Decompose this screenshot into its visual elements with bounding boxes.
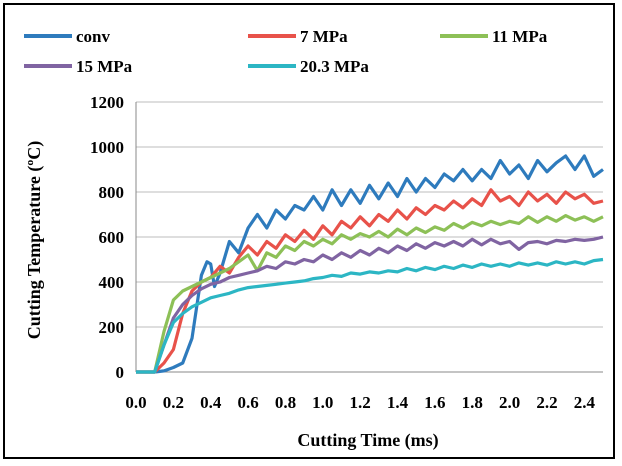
grid-lines — [136, 101, 603, 328]
series-line-7-mpa — [136, 188, 604, 374]
legend-label-15-mpa: 15 MPa — [76, 57, 133, 76]
x-tick-0.8: 0.8 — [275, 393, 296, 412]
axes — [135, 102, 603, 373]
y-tick-1200: 1200 — [90, 93, 124, 112]
x-tick-1.0: 1.0 — [312, 393, 333, 412]
x-tick-1.8: 1.8 — [462, 393, 483, 412]
x-tick-labels: 0.0 0.2 0.4 0.6 0.8 1.0 1.2 1.4 1.6 1.8 2.0 2.2 2.4 — [125, 393, 595, 412]
x-tick-2.0: 2.0 — [499, 393, 520, 412]
series-line-15-mpa — [136, 235, 604, 374]
y-tick-1000: 1000 — [90, 138, 124, 157]
y-tick-600: 600 — [99, 228, 125, 247]
x-tick-2.4: 2.4 — [574, 393, 596, 412]
x-tick-0.0: 0.0 — [125, 393, 146, 412]
x-tick-1.2: 1.2 — [350, 393, 371, 412]
x-tick-1.6: 1.6 — [424, 393, 445, 412]
x-tick-0.6: 0.6 — [237, 393, 258, 412]
x-axis-title: Cutting Time (ms) — [297, 430, 438, 451]
series-lines — [136, 154, 604, 374]
series-line-20-3-mpa — [136, 257, 604, 374]
legend-label-20-3-mpa: 20.3 MPa — [300, 57, 369, 76]
x-tick-2.2: 2.2 — [536, 393, 557, 412]
legend-label-11-mpa: 11 MPa — [492, 27, 548, 46]
x-tick-0.4: 0.4 — [200, 393, 222, 412]
chart-frame — [3, 3, 615, 459]
y-tick-400: 400 — [99, 273, 125, 292]
x-tick-1.4: 1.4 — [387, 393, 409, 412]
y-tick-200: 200 — [99, 318, 125, 337]
y-tick-800: 800 — [99, 183, 125, 202]
series-line-11-mpa — [136, 214, 604, 374]
y-axis-title: Cutting Temperature (ºC) — [24, 141, 45, 340]
legend: conv 7 MPa 11 MPa 15 MPa 20.3 MPa — [24, 27, 548, 76]
y-tick-labels: 0 200 400 600 800 1000 1200 — [90, 93, 124, 382]
legend-label-conv: conv — [76, 27, 111, 46]
y-tick-0: 0 — [116, 363, 125, 382]
x-tick-0.2: 0.2 — [163, 393, 184, 412]
legend-label-7-mpa: 7 MPa — [300, 27, 348, 46]
